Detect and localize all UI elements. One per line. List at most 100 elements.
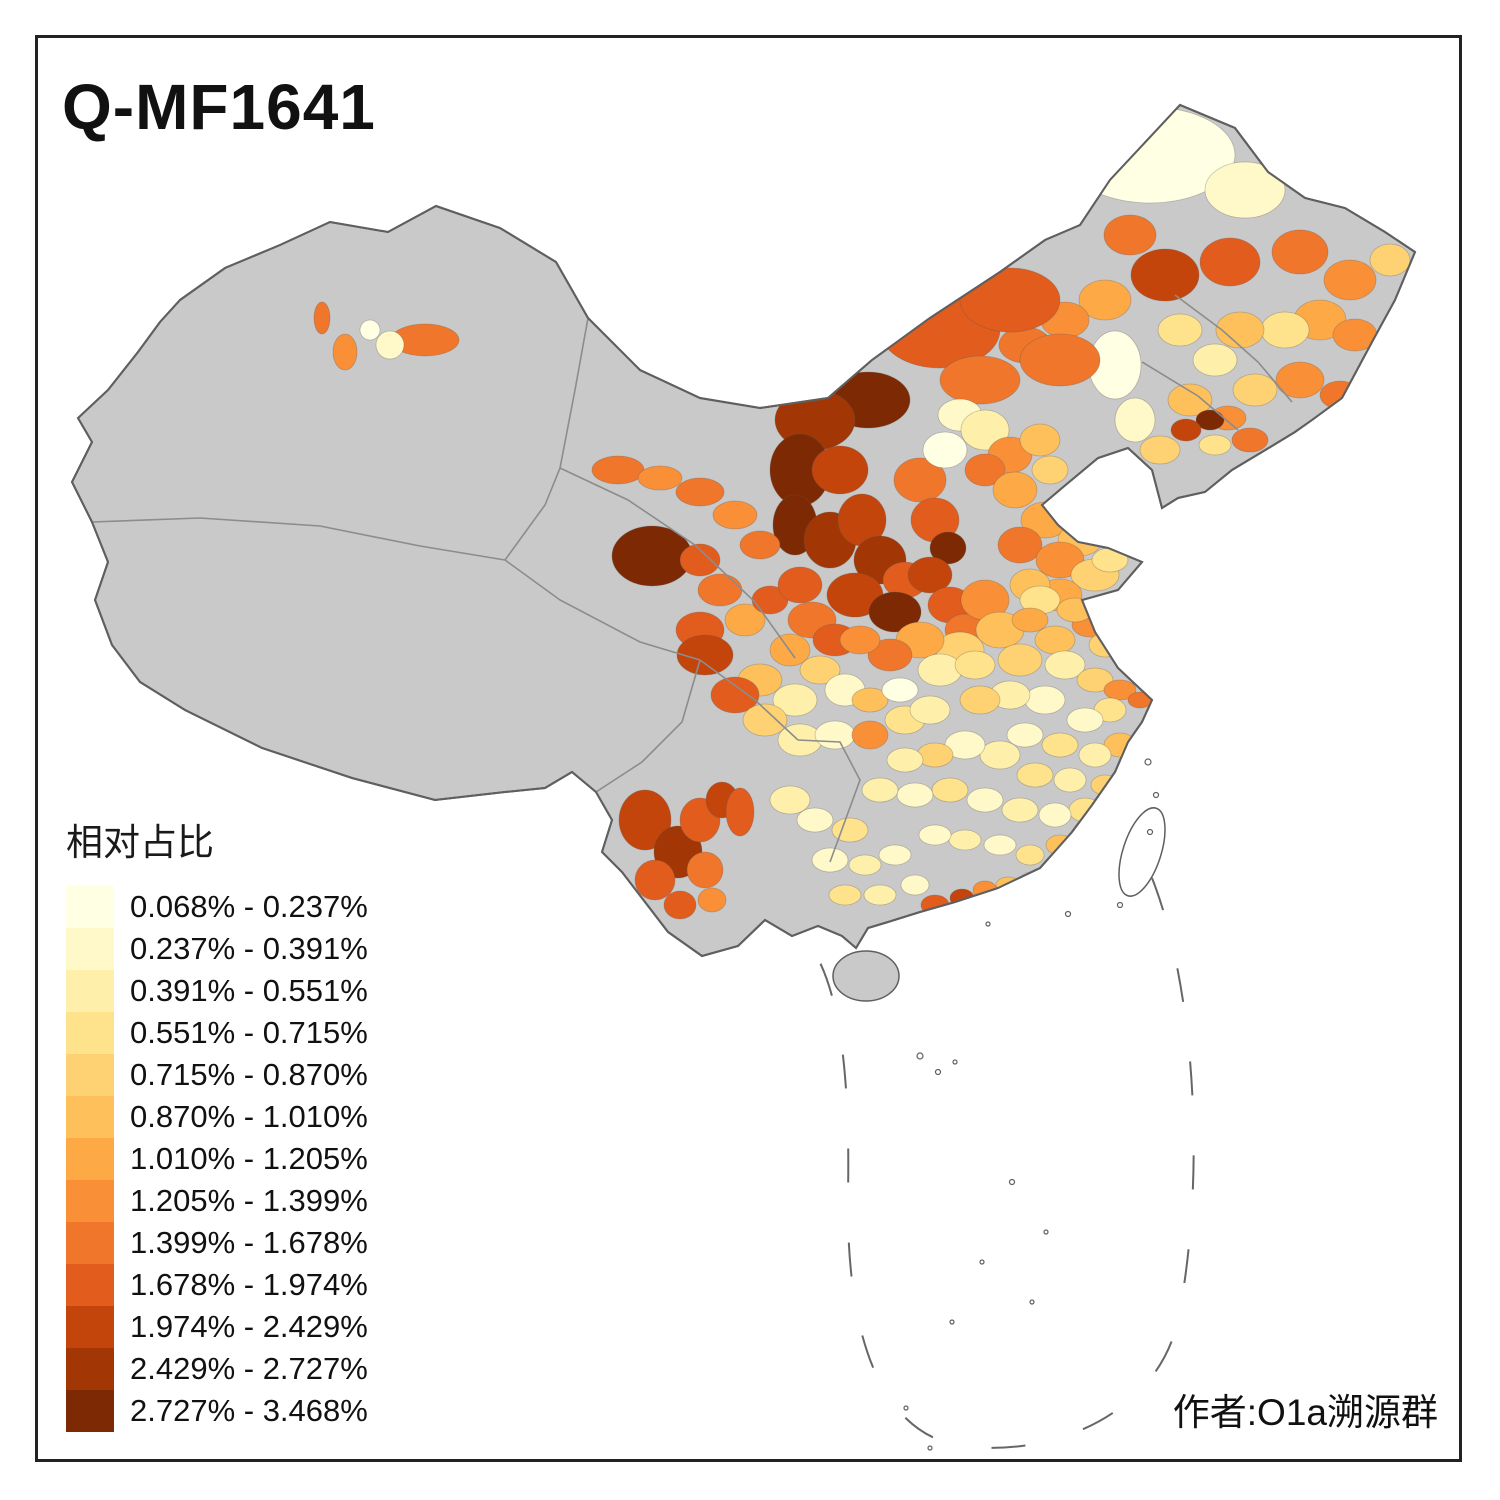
map-region bbox=[332, 333, 358, 371]
map-region bbox=[1035, 541, 1085, 579]
map-region bbox=[618, 789, 672, 851]
legend-title: 相对占比 bbox=[66, 822, 214, 863]
legend-item: 0.551% - 0.715% bbox=[66, 1012, 368, 1054]
legend-item-label: 1.399% - 1.678% bbox=[130, 1225, 368, 1260]
map-region bbox=[1231, 427, 1269, 453]
map-region bbox=[375, 330, 405, 360]
map-region bbox=[1215, 311, 1265, 349]
legend-item-label: 1.974% - 2.429% bbox=[130, 1309, 368, 1344]
legend-swatch bbox=[66, 928, 114, 970]
map-region bbox=[675, 477, 725, 507]
legend-item-label: 1.678% - 1.974% bbox=[130, 1267, 368, 1302]
map-region bbox=[712, 500, 758, 530]
map-region bbox=[686, 851, 724, 889]
map-region bbox=[1041, 732, 1079, 758]
map-region bbox=[1114, 397, 1156, 443]
map-region bbox=[959, 267, 1061, 333]
legend-items: 0.068% - 0.237% 0.237% - 0.391% 0.391% - 0… bbox=[66, 886, 368, 1432]
map-region bbox=[994, 897, 1016, 913]
taiwan-island bbox=[1118, 807, 1166, 897]
map-region bbox=[861, 777, 899, 803]
legend-item: 0.391% - 0.551% bbox=[66, 970, 368, 1012]
legend-item: 2.429% - 2.727% bbox=[66, 1348, 368, 1390]
map-region bbox=[796, 807, 834, 833]
map-region bbox=[1038, 802, 1072, 828]
map-region bbox=[1066, 707, 1104, 733]
map-region bbox=[697, 573, 743, 607]
map-region bbox=[964, 453, 1006, 487]
map-region bbox=[1323, 259, 1377, 301]
legend-item: 1.399% - 1.678% bbox=[66, 1222, 368, 1264]
map-region bbox=[917, 653, 963, 687]
map-region bbox=[769, 785, 811, 815]
legend-item-label: 0.068% - 0.237% bbox=[130, 889, 368, 924]
legend-swatch bbox=[66, 1348, 114, 1390]
map-region bbox=[1103, 214, 1157, 256]
map-region bbox=[831, 817, 869, 843]
map-region bbox=[591, 455, 645, 485]
map-region bbox=[878, 844, 912, 866]
map-region bbox=[997, 643, 1043, 677]
map-region bbox=[1011, 607, 1049, 633]
map-region bbox=[863, 275, 937, 325]
map-region bbox=[1015, 844, 1045, 866]
map-region bbox=[772, 683, 818, 717]
map-region bbox=[1369, 243, 1411, 277]
map-region bbox=[1019, 333, 1101, 387]
map-region bbox=[1271, 229, 1329, 275]
legend: 相对占比 0.068% - 0.237% 0.237% - 0.391% 0.391… bbox=[66, 812, 368, 1432]
map-region bbox=[359, 319, 381, 341]
map-region bbox=[814, 720, 856, 750]
author-credit: 作者:O1a溯源群 bbox=[1172, 1392, 1438, 1433]
map-region bbox=[1024, 685, 1066, 715]
legend-swatch bbox=[66, 970, 114, 1012]
map-region bbox=[1044, 650, 1086, 680]
legend-item: 0.237% - 0.391% bbox=[66, 928, 368, 970]
map-region bbox=[929, 531, 967, 565]
plot-title: Q-MF1641 bbox=[62, 71, 376, 143]
map-region bbox=[937, 912, 959, 928]
map-region bbox=[742, 703, 788, 737]
legend-swatch bbox=[66, 1306, 114, 1348]
map-region bbox=[676, 634, 734, 676]
map-region bbox=[868, 591, 922, 633]
legend-item-label: 0.391% - 0.551% bbox=[130, 973, 368, 1008]
china-coastline-outline bbox=[70, 103, 1417, 958]
legend-item: 1.974% - 2.429% bbox=[66, 1306, 368, 1348]
map-region bbox=[1167, 383, 1213, 417]
legend-swatch bbox=[66, 1096, 114, 1138]
map-region bbox=[992, 471, 1038, 509]
map-region bbox=[944, 730, 986, 760]
prefecture-regions bbox=[313, 106, 1411, 928]
map-region bbox=[1031, 455, 1069, 485]
map-region bbox=[1016, 762, 1054, 788]
legend-swatch bbox=[66, 1012, 114, 1054]
map-region bbox=[313, 301, 331, 335]
map-region bbox=[1019, 423, 1061, 457]
map-region bbox=[918, 824, 952, 846]
map-region bbox=[983, 834, 1017, 856]
map-region bbox=[1034, 625, 1076, 655]
map-region bbox=[811, 445, 869, 495]
map-region bbox=[960, 409, 1010, 451]
province-borders bbox=[91, 294, 1293, 863]
map-region bbox=[1103, 679, 1137, 701]
map-region bbox=[1319, 380, 1361, 410]
map-region bbox=[1195, 409, 1225, 431]
legend-item: 0.870% - 1.010% bbox=[66, 1096, 368, 1138]
map-region bbox=[896, 782, 934, 808]
legend-item: 0.715% - 0.870% bbox=[66, 1054, 368, 1096]
legend-swatch bbox=[66, 1054, 114, 1096]
map-region bbox=[1088, 632, 1122, 658]
map-region bbox=[900, 874, 930, 896]
map-region bbox=[697, 887, 727, 913]
map-region bbox=[739, 530, 781, 560]
map-region bbox=[1204, 161, 1286, 219]
legend-item: 1.205% - 1.399% bbox=[66, 1180, 368, 1222]
legend-item-label: 1.010% - 1.205% bbox=[130, 1141, 368, 1176]
map-region bbox=[893, 457, 947, 503]
map-region bbox=[1232, 373, 1278, 407]
map-region bbox=[1198, 434, 1232, 456]
map-region bbox=[828, 884, 862, 906]
